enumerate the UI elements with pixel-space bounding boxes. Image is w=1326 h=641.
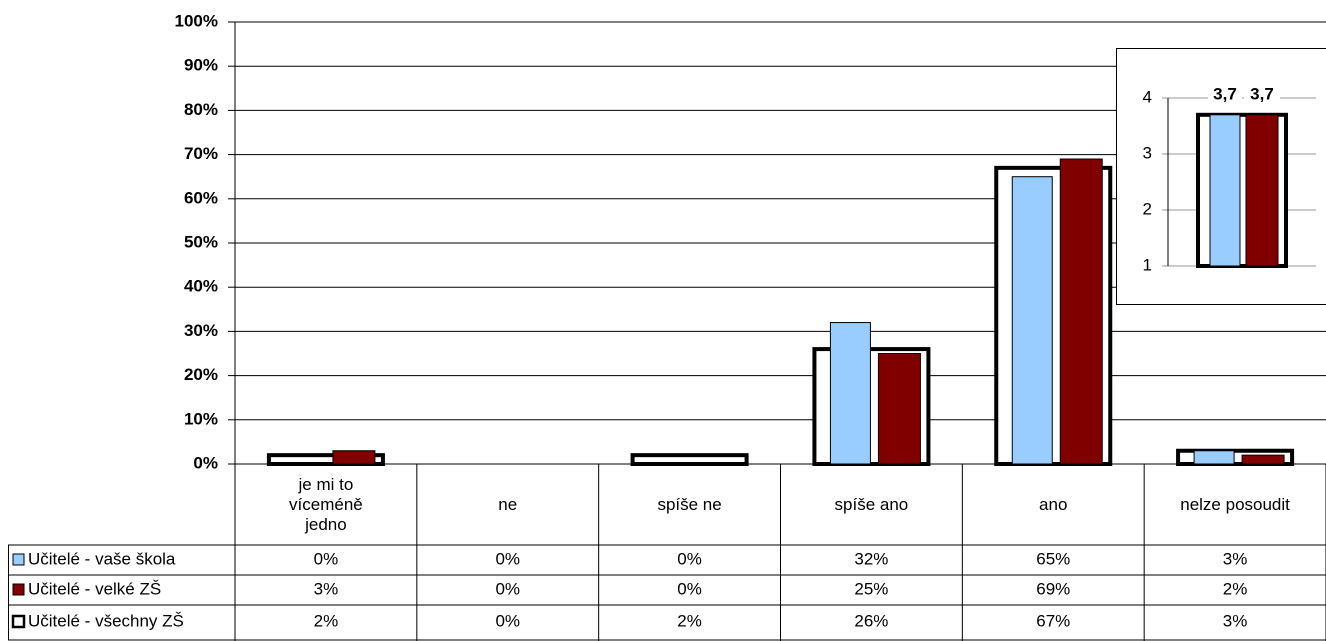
table-value: 0% <box>677 549 702 568</box>
bar <box>1011 176 1053 465</box>
y-tick-label: 10% <box>184 409 218 428</box>
x-tick-label: je mi to víceméně jedno <box>235 466 417 544</box>
table-value: 3% <box>1223 549 1248 568</box>
x-tick-label: nelze posoudit <box>1144 466 1326 544</box>
category-text: spíše ano <box>834 495 909 514</box>
y-tick-label: 60% <box>184 188 218 207</box>
x-tick-label: spíše ano <box>781 466 963 544</box>
table-value: 69% <box>1036 579 1070 598</box>
table-value: 0% <box>495 549 520 568</box>
x-tick-label: ano <box>962 466 1144 544</box>
label-bg <box>1244 86 1280 104</box>
y-tick-label: 30% <box>184 321 218 340</box>
bar <box>1059 158 1103 465</box>
bar <box>630 453 749 467</box>
bar <box>877 353 921 465</box>
bar <box>1245 114 1279 267</box>
y-tick-label: 90% <box>184 56 218 75</box>
table-value: 65% <box>1036 549 1070 568</box>
legend-key <box>12 553 25 566</box>
category-text: je mi to víceméně jedno <box>289 475 363 534</box>
y-tick-label: 1 <box>1143 255 1152 274</box>
y-tick-label: 40% <box>184 277 218 296</box>
category-text: nelze posoudit <box>1180 495 1290 514</box>
bar <box>1241 454 1285 465</box>
table-value: 26% <box>854 611 888 630</box>
inset-chart: 1 2 3 4 3,7 3,7 <box>1116 48 1326 305</box>
table-value: 0% <box>495 611 520 630</box>
table-value: 2% <box>677 611 702 630</box>
table-value: 0% <box>314 549 339 568</box>
legend-label: Učitelé - vaše škola <box>28 549 176 568</box>
table-value: 3% <box>314 579 339 598</box>
table-value: 0% <box>495 579 520 598</box>
table-value: 2% <box>1223 579 1248 598</box>
bar <box>829 322 871 465</box>
table-value: 32% <box>854 549 888 568</box>
data-label: 3,7 <box>1213 84 1237 103</box>
y-tick-label: 4 <box>1143 87 1152 106</box>
category-text: ne <box>498 495 518 514</box>
bar <box>1209 114 1241 267</box>
legend-key <box>12 583 25 596</box>
legend-key <box>11 614 26 629</box>
y-tick-label: 2 <box>1143 199 1152 218</box>
table-value: 25% <box>854 579 888 598</box>
data-label: 3,7 <box>1250 84 1274 103</box>
label-bg <box>1208 86 1242 104</box>
table-value: 67% <box>1036 611 1070 630</box>
bar <box>1193 450 1235 465</box>
y-tick-label: 20% <box>184 365 218 384</box>
x-tick-label: ne <box>417 466 599 544</box>
category-text: ano <box>1039 495 1068 514</box>
y-tick-label: 80% <box>184 100 218 119</box>
table-value: 0% <box>677 579 702 598</box>
y-tick-label: 0% <box>193 453 218 472</box>
table-value: 2% <box>314 611 339 630</box>
y-tick-label: 100% <box>175 11 218 30</box>
bar <box>332 450 376 465</box>
category-text: spíše ne <box>657 495 722 514</box>
y-tick-label: 70% <box>184 144 218 163</box>
legend-label: Učitelé - velké ZŠ <box>28 579 161 598</box>
table-value: 3% <box>1223 611 1248 630</box>
legend-label: Učitelé - všechny ZŠ <box>28 611 184 630</box>
y-tick-label: 50% <box>184 232 218 251</box>
x-tick-label: spíše ne <box>599 466 781 544</box>
y-tick-label: 3 <box>1143 143 1152 162</box>
